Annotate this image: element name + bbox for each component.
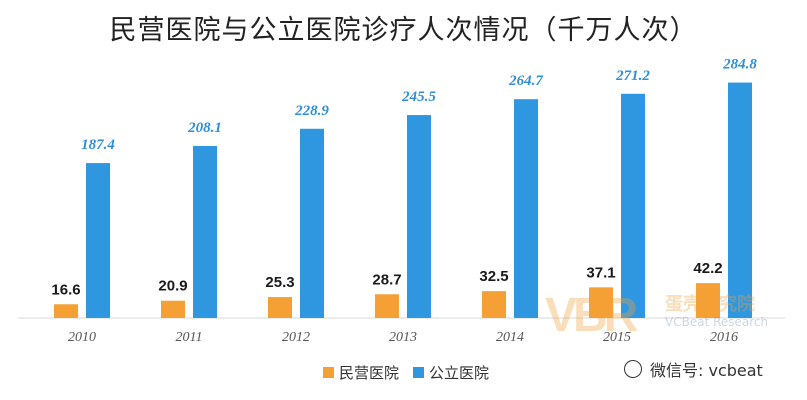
data-label-private-2015: 37.1: [586, 264, 615, 281]
data-label-public-2013: 245.5: [401, 89, 436, 105]
bar-group: 16.6 187.4 2010 20.9 208.1 2011 25.3 228.9 2012 2…: [51, 57, 757, 345]
bar-public-2012: [300, 128, 324, 318]
x-tick-label-2014: 2014: [496, 330, 524, 345]
legend: 民营医院 公立医院: [323, 362, 503, 383]
data-label-private-2012: 25.3: [265, 274, 294, 291]
legend-swatch-private: [323, 367, 334, 378]
bar-private-2013: [375, 294, 399, 318]
legend-label-public: 公立医院: [429, 364, 490, 382]
bar-private-2014: [482, 291, 506, 318]
x-tick-label-2012: 2012: [282, 330, 310, 345]
bar-public-2011: [193, 145, 217, 318]
x-tick-label-2015: 2015: [603, 330, 631, 345]
wechat-icon: [624, 360, 642, 378]
wechat-id: 微信号: vcbeat: [650, 361, 763, 380]
bar-private-2011: [161, 300, 185, 318]
x-tick-label-2010: 2010: [68, 330, 96, 345]
data-label-public-2015: 271.2: [615, 68, 650, 84]
bar-public-2014: [514, 99, 538, 318]
bar-private-2016: [696, 283, 720, 318]
bar-private-2010: [54, 304, 78, 318]
data-label-private-2010: 16.6: [51, 281, 80, 298]
bar-public-2015: [621, 93, 645, 318]
watermark-logo: VBR 蛋壳研究院 VCBeat Research: [545, 288, 805, 348]
bar-private-2015: [589, 287, 613, 318]
data-label-public-2011: 208.1: [187, 120, 222, 136]
bar-public-2016: [728, 82, 752, 318]
bar-private-2012: [268, 297, 292, 318]
wechat-account: 微信号: vcbeat: [624, 357, 763, 381]
legend-swatch-public: [413, 367, 425, 378]
data-label-public-2010: 187.4: [81, 137, 115, 153]
x-tick-label-2011: 2011: [176, 330, 203, 345]
data-label-private-2014: 32.5: [479, 268, 508, 285]
data-label-public-2014: 264.7: [508, 73, 543, 89]
data-label-private-2016: 42.2: [693, 260, 722, 277]
data-label-private-2013: 28.7: [372, 271, 401, 288]
legend-entry-private: 民营医院: [323, 362, 399, 383]
data-label-public-2016: 284.8: [722, 57, 757, 73]
bar-public-2010: [86, 163, 110, 318]
data-label-private-2011: 20.9: [158, 278, 187, 295]
legend-label-private: 民营医院: [339, 364, 400, 382]
watermark-vbr-logo: VBR: [545, 289, 638, 342]
data-label-public-2012: 228.9: [294, 103, 329, 119]
x-tick-label-2016: 2016: [710, 330, 738, 345]
bar-public-2013: [407, 115, 431, 318]
chart-title: 民营医院与公立医院诊疗人次情况（千万人次）: [109, 15, 698, 46]
watermark-sub: VCBeat Research: [665, 315, 769, 329]
x-tick-label-2013: 2013: [389, 330, 417, 345]
legend-entry-public: 公立医院: [413, 362, 489, 383]
watermark-name: 蛋壳研究院: [665, 294, 755, 315]
